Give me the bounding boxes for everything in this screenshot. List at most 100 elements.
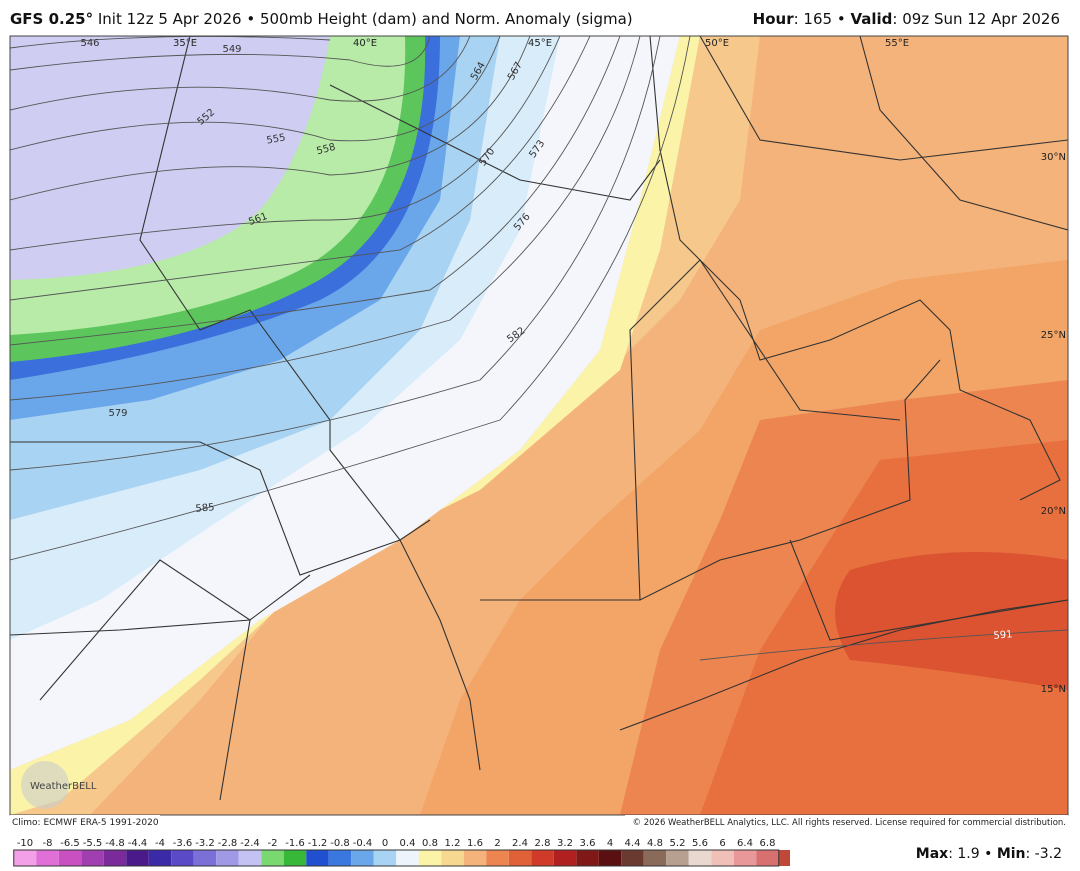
border <box>329 84 661 201</box>
legend-label: 1.2 <box>445 838 461 849</box>
legend-swatch <box>553 850 577 866</box>
contour <box>10 36 641 401</box>
legend-swatch <box>328 850 352 866</box>
legend-swatch <box>621 850 644 866</box>
copyright-box <box>625 815 1068 829</box>
legend-label: 0.4 <box>400 838 416 849</box>
legend-label: 3.2 <box>557 838 573 849</box>
border <box>10 441 431 576</box>
contour <box>699 629 1068 661</box>
hour-value: : 165 • <box>793 10 851 28</box>
copyright: © 2026 WeatherBELL Analytics, LLC. All r… <box>633 818 1066 828</box>
min-value: : -3.2 <box>1025 846 1062 862</box>
legend-label: 2.4 <box>512 838 528 849</box>
legend-label: 2 <box>494 838 500 849</box>
legend-swatch <box>778 850 790 866</box>
legend-frame <box>13 849 780 867</box>
legend-swatch <box>36 850 59 866</box>
stats: Max: 1.9 • Min: -3.2 <box>916 846 1062 862</box>
valid-value: : 09z Sun 12 Apr 2026 <box>892 10 1060 28</box>
legend-label: 6.4 <box>737 838 753 849</box>
legend-swatch <box>756 850 779 866</box>
contour <box>10 36 501 151</box>
contour <box>10 36 531 201</box>
legend-label: 5.2 <box>670 838 686 849</box>
legend-label: -1.6 <box>285 838 305 849</box>
legend-label: 6 <box>719 838 725 849</box>
header-left: GFS 0.25° Init 12z 5 Apr 2026 • 500mb He… <box>10 10 633 28</box>
model: GFS 0.25° <box>10 10 94 28</box>
longitude-label: 45°E <box>528 38 552 49</box>
legend-label: -2 <box>268 838 278 849</box>
contour-label: 591 <box>993 629 1013 642</box>
header-right: Hour: 165 • Valid: 09z Sun 12 Apr 2026 <box>753 10 1060 28</box>
legend-swatch <box>688 850 712 866</box>
max-value: : 1.9 • <box>948 846 997 862</box>
legend-label: -4.4 <box>128 838 148 849</box>
contour-label: 549 <box>222 44 241 55</box>
legend-swatch <box>666 850 689 866</box>
contour <box>10 36 591 301</box>
legend-swatch <box>418 850 442 866</box>
legend-label: -3.6 <box>173 838 193 849</box>
border <box>789 539 1068 641</box>
legend-swatch <box>238 850 262 866</box>
longitude-label: 50°E <box>705 38 729 49</box>
min-label: Min <box>996 846 1026 862</box>
border <box>39 559 251 801</box>
legend-label: -3.2 <box>195 838 215 849</box>
legend-label: 0 <box>382 838 388 849</box>
legend-label: 3.6 <box>580 838 596 849</box>
legend-label: -4 <box>155 838 165 849</box>
legend-label: 2.8 <box>535 838 551 849</box>
borders <box>10 36 1068 801</box>
logo-mark <box>21 761 69 809</box>
legend-swatch <box>396 850 419 866</box>
legend-swatch <box>711 850 734 866</box>
latitude-label: 20°N <box>1041 506 1066 517</box>
legend-swatch <box>216 850 239 866</box>
legend-swatch <box>261 850 284 866</box>
max-label: Max <box>915 846 949 862</box>
legend-label: -4.8 <box>105 838 125 849</box>
legend-label: 4 <box>607 838 613 849</box>
legend-label: 6.8 <box>760 838 776 849</box>
legend-label: 0.8 <box>422 838 438 849</box>
legend-swatch <box>171 850 194 866</box>
legend-swatch <box>373 850 397 866</box>
legend-swatch <box>58 850 82 866</box>
contour-label: 579 <box>108 408 127 419</box>
legend-swatch <box>13 850 37 866</box>
legend-label: -2.4 <box>240 838 260 849</box>
legend-swatch <box>306 850 329 866</box>
legend-swatch <box>441 850 464 866</box>
contour <box>10 36 561 251</box>
legend-label: -8 <box>43 838 53 849</box>
latitude-label: 15°N <box>1041 684 1066 695</box>
legend-label: 4.4 <box>625 838 641 849</box>
contour <box>10 36 471 111</box>
border <box>859 36 1068 231</box>
legend-swatch <box>148 850 172 866</box>
legend-label: -2.8 <box>218 838 238 849</box>
legend-swatch <box>576 850 599 866</box>
legend-swatch <box>463 850 487 866</box>
legend-label: -6.5 <box>60 838 80 849</box>
legend-swatch <box>103 850 127 866</box>
contours <box>10 36 1068 661</box>
legend-swatch <box>531 850 554 866</box>
legend-swatch <box>486 850 509 866</box>
contour <box>10 36 661 471</box>
contour-label: 585 <box>195 502 215 515</box>
legend-swatch <box>351 850 374 866</box>
anomaly-field: 35°E 40°E 45°E 50°E 55°E 30°N 25°N 20°N 15°N 546 5… <box>10 36 1068 815</box>
legend-swatch <box>193 850 217 866</box>
longitude-label: 40°E <box>353 38 377 49</box>
border <box>139 36 481 771</box>
color-legend: -10 -8 -6.5 -5.5 -4.8 -4.4 -4 -3.6 -3.2 -2.8 -2.4-… <box>13 838 790 867</box>
contour <box>10 36 621 346</box>
field-lavender <box>10 36 330 280</box>
legend-label: 4.8 <box>647 838 663 849</box>
contour-label: 558 <box>315 142 336 158</box>
contour-label: 546 <box>80 38 99 49</box>
